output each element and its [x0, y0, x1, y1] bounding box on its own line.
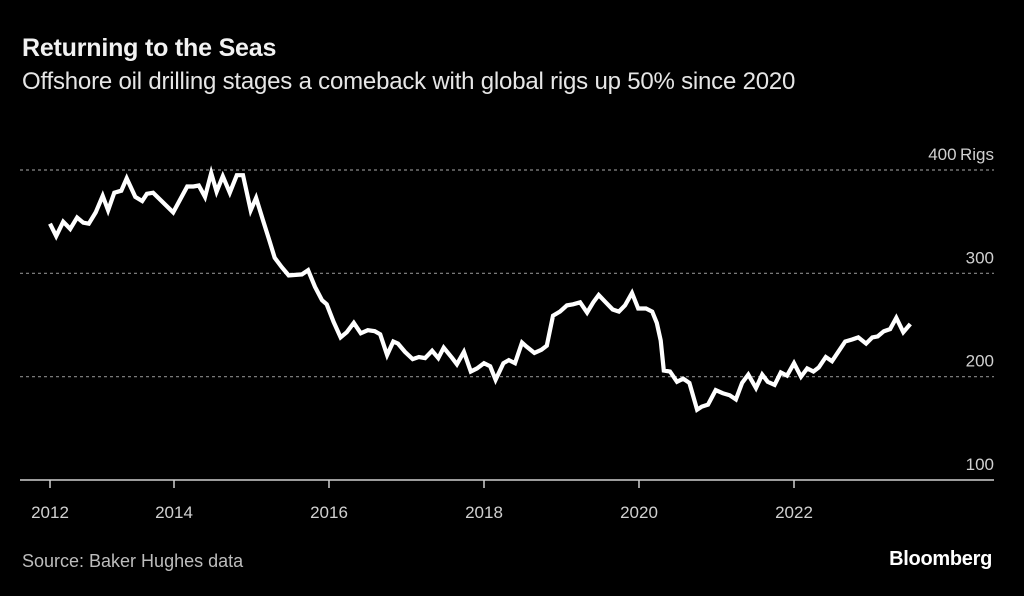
- x-tick-label-2014: 2014: [155, 503, 193, 522]
- bloomberg-logo: Bloomberg: [889, 548, 992, 570]
- x-tick-label-2018: 2018: [465, 503, 503, 522]
- x-axis: 2012 2014 2016 2018 2020 2022: [31, 480, 813, 522]
- y-axis: 400 Rigs 300 200 100: [928, 145, 994, 474]
- x-tick-label-2022: 2022: [775, 503, 813, 522]
- x-tick-label-2016: 2016: [310, 503, 348, 522]
- chart-title: Returning to the Seas: [22, 34, 277, 62]
- x-tick-label-2020: 2020: [620, 503, 658, 522]
- chart-subtitle: Offshore oil drilling stages a comeback …: [22, 68, 796, 95]
- source-note: Source: Baker Hughes data: [22, 551, 244, 571]
- gridlines: [20, 169, 994, 378]
- y-tick-label-400: 400 Rigs: [928, 145, 994, 164]
- y-tick-label-300: 300: [966, 248, 994, 267]
- y-tick-label-200: 200: [966, 352, 994, 371]
- y-tick-label-100: 100: [966, 455, 994, 474]
- series-line-0: [48, 165, 912, 414]
- series-group: [48, 165, 912, 414]
- x-tick-label-2012: 2012: [31, 503, 69, 522]
